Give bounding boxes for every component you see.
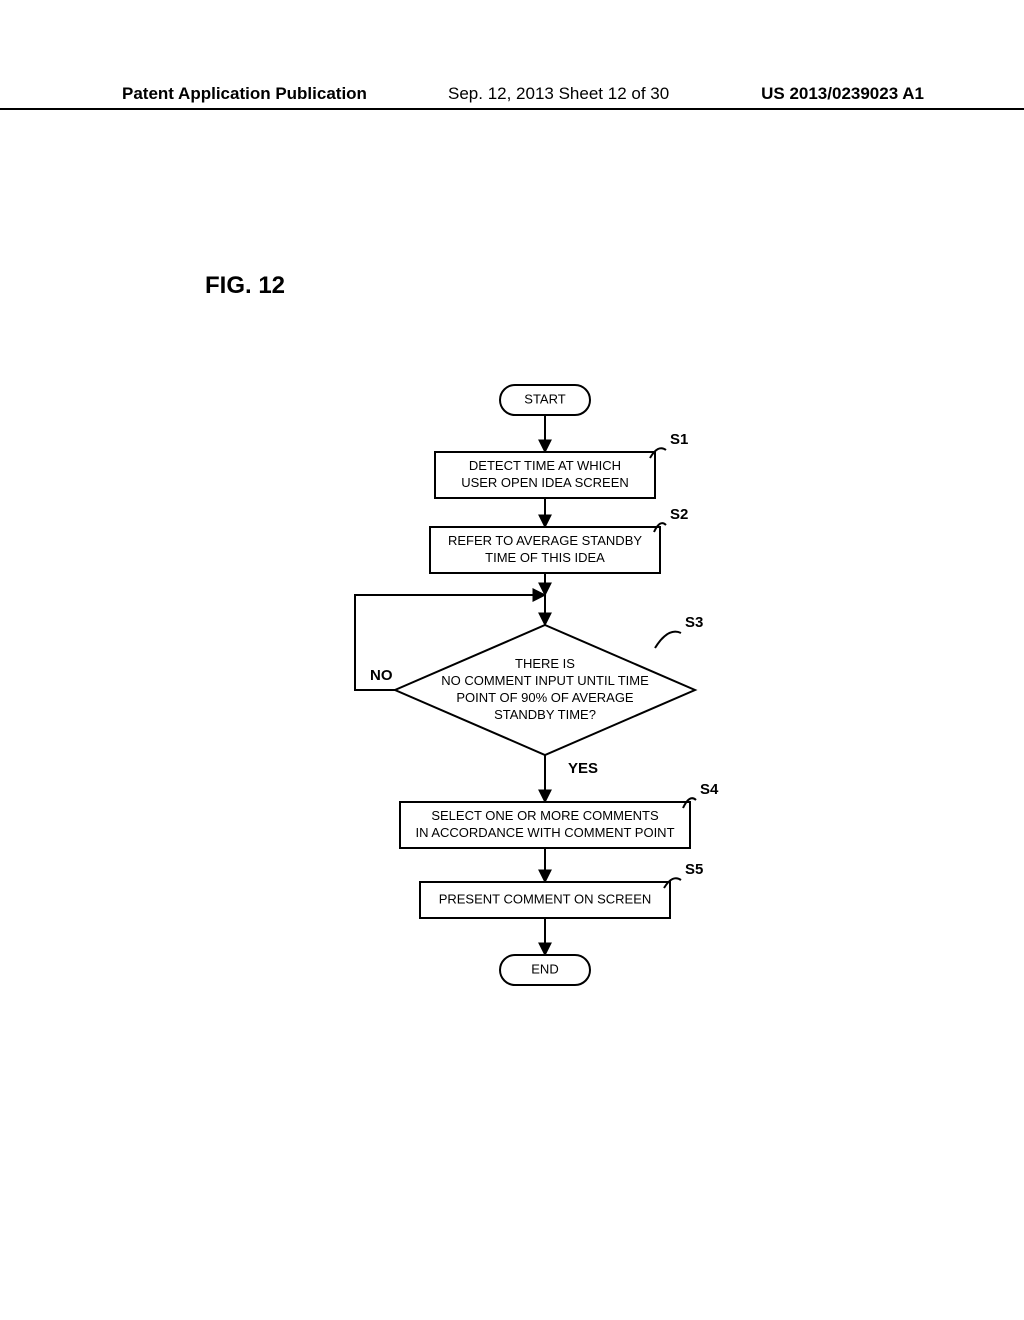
svg-text:DETECT TIME AT WHICH: DETECT TIME AT WHICH <box>469 458 621 473</box>
svg-text:NO COMMENT INPUT UNTIL TIME: NO COMMENT INPUT UNTIL TIME <box>441 673 649 688</box>
svg-text:THERE IS: THERE IS <box>515 656 575 671</box>
svg-text:POINT OF 90% OF AVERAGE: POINT OF 90% OF AVERAGE <box>456 690 634 705</box>
header-patent-number: US 2013/0239023 A1 <box>761 84 924 104</box>
page-header: Patent Application Publication Sep. 12, … <box>0 84 1024 110</box>
svg-text:START: START <box>524 391 565 406</box>
svg-text:PRESENT COMMENT ON SCREEN: PRESENT COMMENT ON SCREEN <box>439 891 652 906</box>
svg-text:SELECT ONE OR MORE COMMENTS: SELECT ONE OR MORE COMMENTS <box>431 808 659 823</box>
svg-text:YES: YES <box>568 760 598 777</box>
header-sheet: Sep. 12, 2013 Sheet 12 of 30 <box>448 84 669 104</box>
svg-text:END: END <box>531 961 558 976</box>
svg-text:IN ACCORDANCE WITH COMMENT POI: IN ACCORDANCE WITH COMMENT POINT <box>415 825 674 840</box>
svg-text:USER OPEN IDEA SCREEN: USER OPEN IDEA SCREEN <box>461 475 629 490</box>
svg-text:NO: NO <box>370 667 393 684</box>
page: Patent Application Publication Sep. 12, … <box>0 0 1024 1320</box>
header-publication: Patent Application Publication <box>122 84 367 104</box>
figure-label: FIG. 12 <box>205 272 285 300</box>
svg-text:S5: S5 <box>685 861 703 878</box>
flowchart: YES NO START DETECT TIME AT WHICH USER OPEN … <box>340 380 840 1030</box>
svg-text:REFER TO AVERAGE STANDBY: REFER TO AVERAGE STANDBY <box>448 533 642 548</box>
svg-text:S3: S3 <box>685 614 703 631</box>
svg-text:TIME OF THIS IDEA: TIME OF THIS IDEA <box>485 550 605 565</box>
svg-text:STANDBY TIME?: STANDBY TIME? <box>494 707 596 722</box>
svg-text:S2: S2 <box>670 506 688 523</box>
svg-text:S1: S1 <box>670 431 688 448</box>
svg-text:S4: S4 <box>700 781 719 798</box>
